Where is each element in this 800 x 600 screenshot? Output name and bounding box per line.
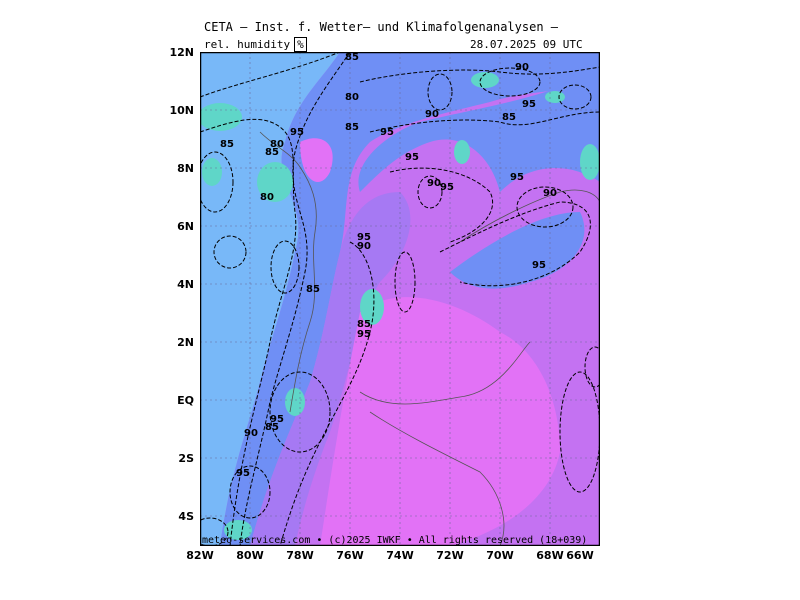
contours <box>200 52 600 546</box>
contour-label: 95 <box>236 468 250 479</box>
contour-label: 95 <box>440 182 454 193</box>
lat-tick: 4S <box>178 510 194 523</box>
contour-label: 95 <box>357 232 371 243</box>
unit-box: % <box>294 37 307 52</box>
contour-label: 95 <box>510 172 524 183</box>
green-spot <box>545 91 565 103</box>
lat-tick: 10N <box>169 104 194 117</box>
lon-tick: 68W <box>536 549 564 562</box>
lon-tick: 74W <box>386 549 414 562</box>
lon-tick: 66W <box>566 549 594 562</box>
lat-tick: 6N <box>177 220 194 233</box>
green-spot <box>202 158 222 186</box>
green-spot <box>257 162 293 202</box>
lon-tick: 76W <box>336 549 364 562</box>
contour-label: 85 <box>220 139 234 150</box>
contour-label: 90 <box>425 109 439 120</box>
map-frame <box>200 52 600 546</box>
contour-label: 80 <box>260 192 274 203</box>
contour-label: 80 <box>345 92 359 103</box>
green-spot <box>285 388 305 416</box>
humidity-100-zone-north <box>300 138 333 182</box>
lon-tick: 80W <box>236 549 264 562</box>
green-spot <box>580 144 600 180</box>
humidity-80-zone <box>200 52 340 546</box>
lat-tick: EQ <box>177 394 194 407</box>
variable-name: rel. humidity <box>204 38 291 51</box>
green-spot <box>200 103 242 131</box>
contour-label: 85 <box>345 52 359 63</box>
lat-tick: 8N <box>177 162 194 175</box>
contour-label: 85 <box>306 284 320 295</box>
humidity-map: 85 80 85 95 90 95 85 85 80 95 80 90 95 8… <box>200 52 600 546</box>
datetime-label: 28.07.2025 09 UTC <box>470 38 583 51</box>
map-title: CETA — Inst. f. Wetter— und Klimafolgena… <box>204 20 559 34</box>
lat-tick: 4N <box>177 278 194 291</box>
contour-label: 95 <box>380 127 394 138</box>
green-spot <box>471 72 499 88</box>
humidity-90-zone <box>250 192 411 546</box>
contour-label: 85 <box>265 147 279 158</box>
green-spot <box>454 140 470 164</box>
contour-label: 95 <box>532 260 546 271</box>
gridlines <box>200 52 600 546</box>
contour-label: 90 <box>515 62 529 73</box>
lon-tick: 78W <box>286 549 314 562</box>
contour-label: 90 <box>244 428 258 439</box>
humidity-85-zone-east <box>450 212 585 289</box>
contour-label: 85 <box>502 112 516 123</box>
lat-tick: 2N <box>177 336 194 349</box>
contour-label: 95 <box>522 99 536 110</box>
contour-label: 90 <box>357 241 371 252</box>
contour-label: 95 <box>270 414 284 425</box>
contour-label: 85 <box>345 122 359 133</box>
contour-labels: 85 80 85 95 90 95 85 85 80 95 80 90 95 8… <box>220 52 557 479</box>
variable-label: rel. humidity% <box>204 37 307 52</box>
credit-footer: meteo-services.com • (c)2025 IWKF • All … <box>202 535 588 546</box>
lat-tick: 12N <box>169 46 194 59</box>
contour-label: 95 <box>405 152 419 163</box>
contour-label: 95 <box>290 127 304 138</box>
green-spot <box>360 289 384 325</box>
lon-tick: 70W <box>486 549 514 562</box>
contour-label: 90 <box>543 188 557 199</box>
humidity-85-zone-north <box>358 52 600 192</box>
map-canvas: 85 80 85 95 90 95 85 85 80 95 80 90 95 8… <box>200 52 600 546</box>
lon-tick: 82W <box>186 549 214 562</box>
contour-label: 85 <box>265 422 279 433</box>
lon-tick: 72W <box>436 549 464 562</box>
contour-label: 95 <box>357 329 371 340</box>
contour-label: 90 <box>427 178 441 189</box>
contour-label: 85 <box>357 319 371 330</box>
contour-label: 80 <box>270 139 284 150</box>
lat-tick: 2S <box>178 452 194 465</box>
green-spot <box>224 520 252 540</box>
